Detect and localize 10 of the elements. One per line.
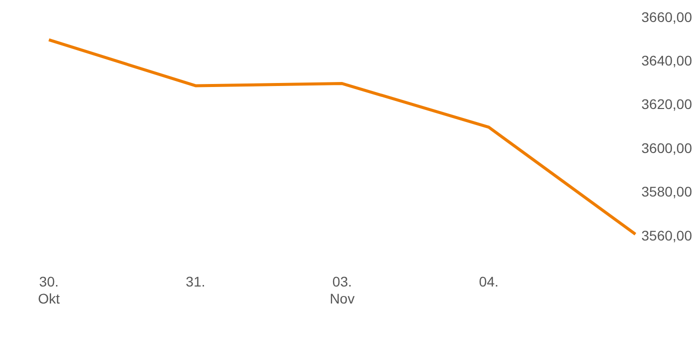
x-tick-label: 30. Okt [38, 274, 60, 306]
y-tick-label: 3660,00 [641, 8, 692, 25]
x-tick-label: 03. Nov [330, 274, 355, 306]
y-tick-label: 3640,00 [641, 52, 692, 69]
y-tick-label: 3560,00 [641, 227, 692, 244]
y-tick-label: 3580,00 [641, 184, 692, 200]
y-tick-label: 3620,00 [641, 96, 692, 112]
y-tick-label: 3600,00 [641, 140, 692, 156]
x-tick-label: 31. [186, 274, 206, 290]
x-tick-label: 04. [479, 274, 498, 290]
